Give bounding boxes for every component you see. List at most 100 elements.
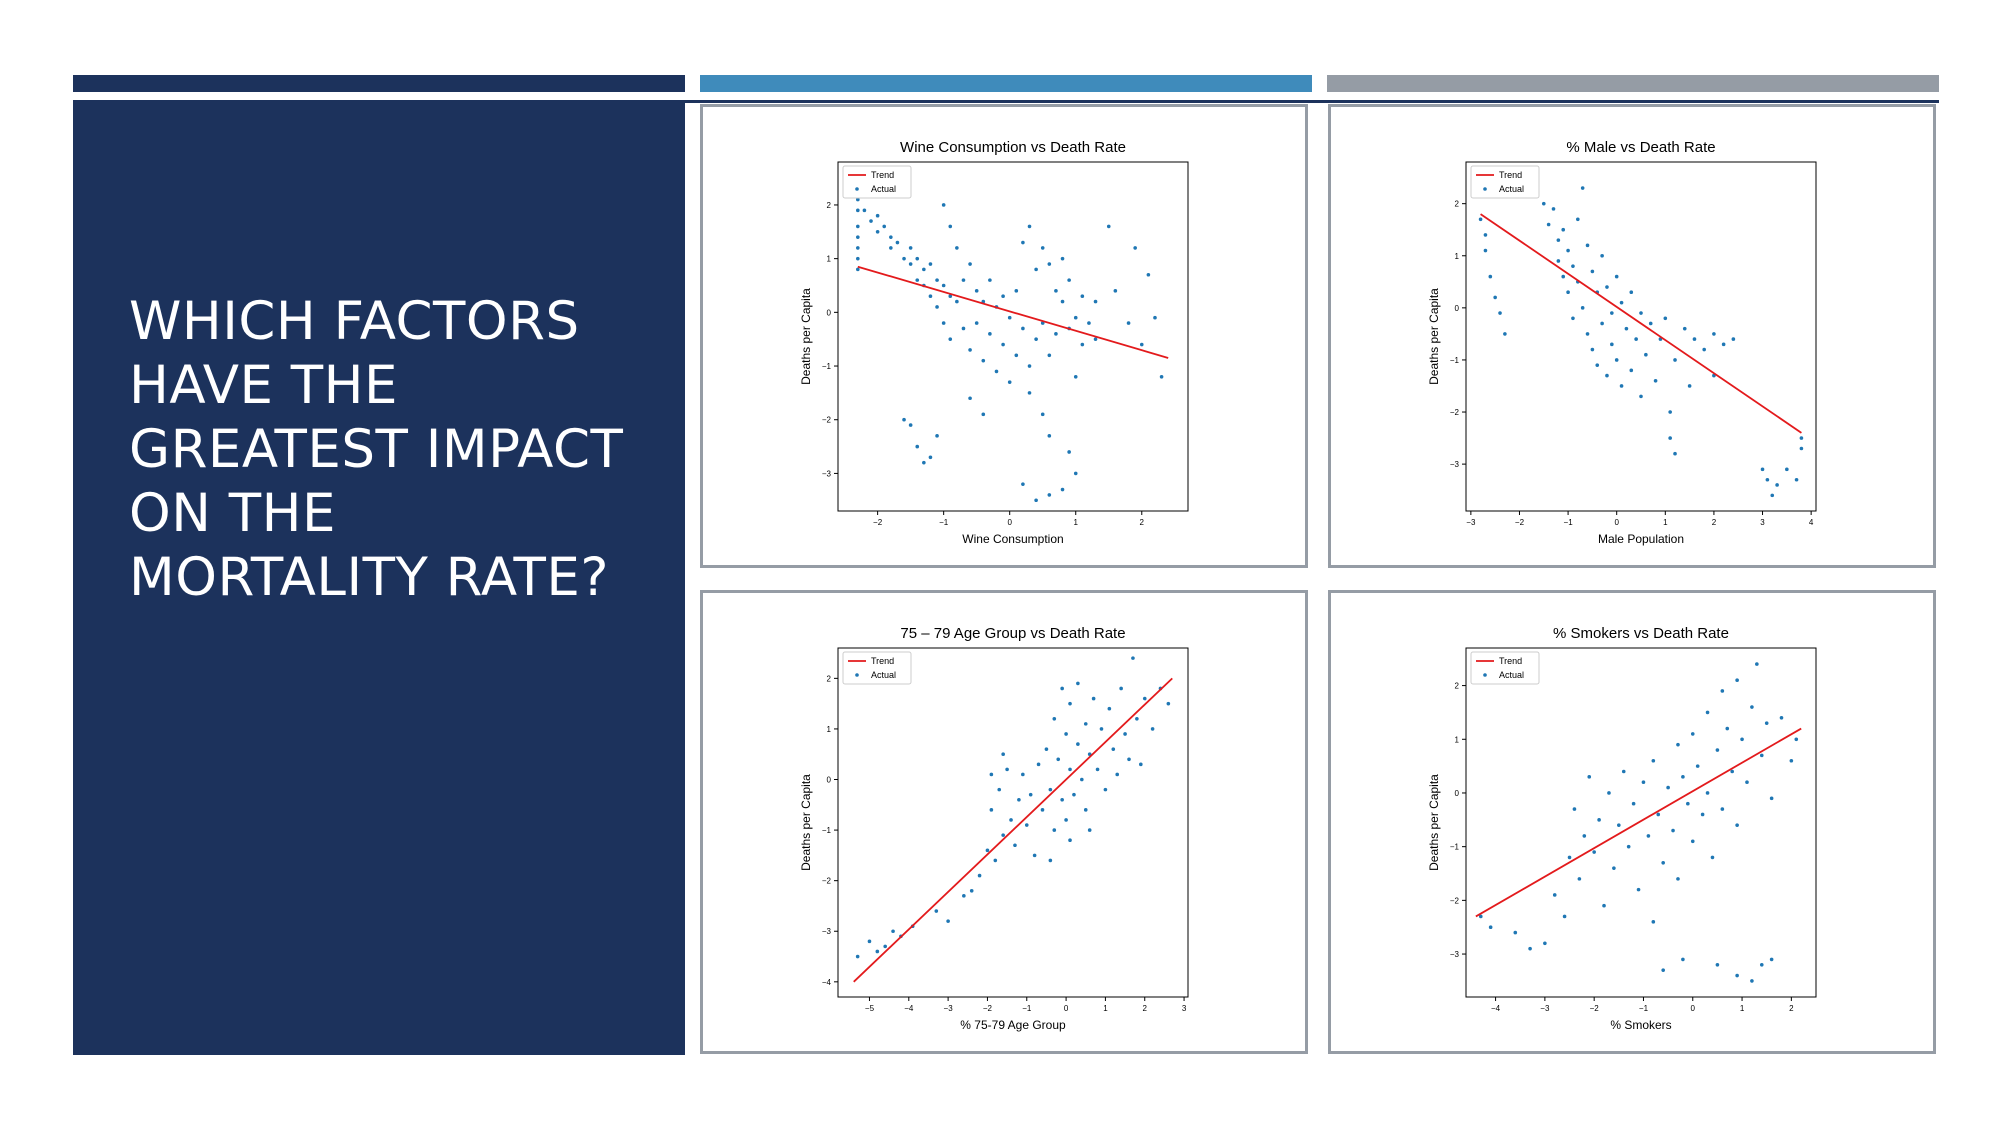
data-point	[1641, 780, 1646, 785]
data-point	[1488, 925, 1493, 929]
data-point	[993, 858, 998, 863]
plot-area	[837, 647, 1189, 998]
data-point	[922, 267, 926, 272]
data-point	[1032, 853, 1037, 858]
data-point	[1794, 737, 1799, 742]
x-axis-label: % 75-79 Age Group	[960, 1018, 1066, 1032]
data-point	[1789, 758, 1794, 763]
accent-bar-gray	[1327, 75, 1939, 92]
data-point	[946, 919, 950, 923]
x-tick-label: 1	[1740, 1004, 1745, 1013]
chart-frame-wine: Wine Consumption vs Death Rate −2 −1 0 1 2 −3 −…	[700, 104, 1308, 568]
data-point	[1566, 290, 1570, 295]
data-point	[1682, 326, 1687, 331]
data-point	[1052, 717, 1057, 721]
y-tick-label: −1	[1450, 843, 1460, 852]
data-point	[962, 894, 966, 898]
data-point	[1690, 839, 1695, 844]
x-tick-label: 0	[1614, 518, 1619, 527]
data-point	[948, 337, 953, 341]
data-point	[1009, 818, 1013, 822]
data-point	[1712, 332, 1716, 336]
x-tick-label: −1	[1564, 518, 1574, 527]
data-point	[1001, 833, 1005, 837]
data-point	[1721, 342, 1726, 347]
legend-box	[842, 165, 912, 199]
x-tick-label: −4	[904, 1004, 914, 1013]
x-axis-label: Male Population	[1598, 532, 1684, 546]
x-tick-label: 3	[1182, 1004, 1187, 1013]
y-tick-label: 2	[1455, 682, 1460, 691]
data-point	[1561, 274, 1566, 279]
plot-area	[1465, 161, 1817, 512]
y-tick-label: 1	[1455, 735, 1460, 744]
data-point	[1577, 877, 1582, 881]
data-point	[1755, 662, 1759, 666]
data-point	[889, 235, 893, 239]
data-point	[1668, 410, 1672, 414]
y-tick-label: −2	[1450, 408, 1460, 417]
x-tick-label: 0	[1064, 1004, 1069, 1013]
x-tick-label: 2	[1140, 518, 1145, 527]
x-tick-label: −5	[865, 1004, 875, 1013]
data-point	[1605, 373, 1609, 378]
data-point	[1770, 493, 1775, 498]
data-point	[1076, 742, 1080, 746]
x-tick-label: 2	[1789, 1004, 1794, 1013]
data-point	[1034, 498, 1038, 503]
data-point	[968, 348, 972, 352]
data-point	[856, 235, 860, 239]
data-point	[856, 267, 860, 272]
data-point	[856, 208, 860, 213]
data-point	[1799, 446, 1804, 451]
data-point	[1651, 920, 1656, 924]
x-tick-label: 3	[1760, 518, 1765, 527]
data-point	[1513, 930, 1518, 935]
legend-box	[1470, 651, 1540, 685]
data-point	[1027, 391, 1032, 395]
legend-actual-swatch	[1483, 187, 1487, 191]
data-point	[1619, 384, 1624, 388]
data-point	[1040, 246, 1045, 250]
data-point	[1478, 914, 1483, 919]
data-point	[961, 278, 966, 282]
data-point	[1750, 979, 1754, 983]
x-tick-label: −2	[1515, 518, 1525, 527]
y-tick-label: 2	[827, 201, 832, 210]
chart-frame-male: % Male vs Death Rate −3 −2 −1 0 1 2 3 4 −3 −2 −1 0 1 2…	[1328, 104, 1936, 568]
data-point	[1567, 855, 1572, 860]
data-point	[989, 808, 994, 812]
data-point	[1556, 259, 1561, 263]
data-point	[1087, 321, 1091, 325]
legend-trend-label: Trend	[871, 656, 894, 666]
data-point	[1673, 451, 1677, 456]
data-point	[1710, 855, 1715, 860]
data-point	[948, 224, 953, 229]
data-point	[1676, 877, 1680, 881]
data-point	[1052, 828, 1057, 832]
data-point	[1700, 812, 1705, 817]
data-point	[977, 873, 982, 878]
data-point	[1093, 299, 1098, 304]
data-point	[1005, 767, 1009, 772]
data-point	[908, 423, 913, 427]
legend-actual-label: Actual	[1499, 184, 1524, 194]
data-point	[1602, 903, 1606, 908]
data-point	[1107, 706, 1112, 711]
data-point	[1013, 843, 1017, 848]
data-point	[902, 417, 906, 422]
data-point	[1047, 434, 1052, 438]
data-point	[1091, 696, 1096, 701]
data-point	[1775, 483, 1779, 487]
data-point	[1017, 797, 1021, 802]
plot-area	[1465, 647, 1817, 998]
data-point	[1681, 957, 1685, 962]
data-point	[948, 294, 953, 299]
data-point	[1060, 487, 1065, 492]
chart-title: % Smokers vs Death Rate	[1553, 625, 1729, 642]
x-tick-label: 0	[1691, 1004, 1696, 1013]
data-point	[1735, 973, 1739, 978]
data-point	[1731, 337, 1736, 341]
data-point	[1498, 311, 1502, 315]
data-point	[1692, 337, 1697, 341]
